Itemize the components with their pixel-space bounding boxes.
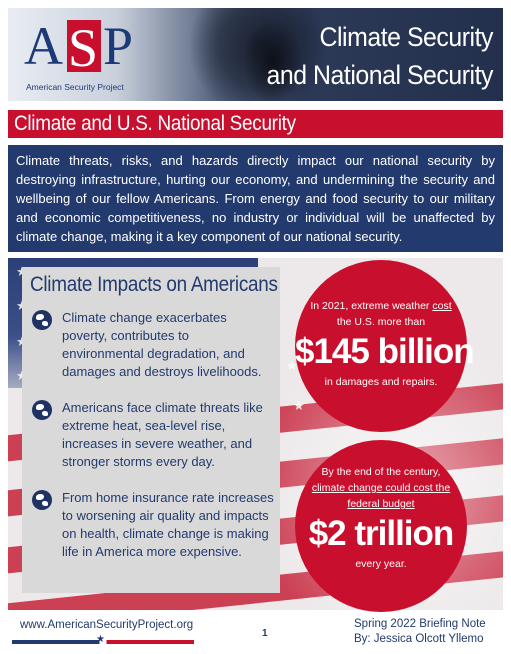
stat-circle-extreme-weather: In 2021, extreme weather cost the U.S. m… (295, 260, 475, 432)
impacts-heading: Climate Impacts on Americans (30, 273, 278, 296)
page-number: 1 (262, 628, 268, 639)
stat1-cost-link[interactable]: cost (432, 300, 452, 312)
briefing-note-author: By: Jessica Olcott Yllemo (354, 633, 484, 645)
stat2-line3: federal budget (295, 496, 467, 512)
stat1-line1-text: In 2021, extreme weather (310, 300, 433, 312)
stat2-after: every year. (355, 558, 407, 570)
footer-url-link[interactable]: www.AmericanSecurityProject.org (20, 619, 194, 631)
section-title: Climate and U.S. National Security (14, 112, 296, 135)
document-title: Climate Security and National Security (263, 18, 494, 94)
star-icon: ★ (96, 634, 105, 645)
globe-icon (32, 310, 52, 330)
stat1-value: $145 billion (295, 332, 475, 371)
stat2-budget-link[interactable]: federal budget (347, 498, 415, 510)
section-title-bar: Climate and U.S. National Security (8, 110, 503, 138)
globe-icon (32, 400, 52, 420)
globe-icon (32, 490, 52, 510)
header-banner: ASP American Security Project Climate Se… (8, 8, 503, 101)
impacts-panel: Climate Impacts on Americans Climate cha… (22, 267, 280, 593)
stat2-line2: climate change could cost the (295, 480, 467, 496)
title-line-1: Climate Security (319, 22, 494, 52)
title-line-2: and National Security (266, 60, 494, 90)
stat1-after: in damages and repairs. (324, 376, 438, 388)
stat-circle-federal-budget: By the end of the century, climate chang… (295, 440, 467, 612)
stat2-value: $2 trillion (308, 514, 455, 553)
briefing-note: Spring 2022 Briefing Note By: Jessica Ol… (354, 617, 499, 647)
impact-text: From home insurance rate increases to wo… (62, 490, 274, 559)
briefing-note-date: Spring 2022 Briefing Note (354, 618, 486, 630)
stat1-line2: the U.S. more than (336, 316, 426, 328)
stat2-line1: By the end of the century, (321, 466, 441, 478)
asp-logo: ASP American Security Project (20, 16, 150, 96)
star-icon: ★ (16, 298, 28, 314)
intro-paragraph: Climate threats, risks, and hazards dire… (8, 145, 503, 252)
star-icon: ★ (293, 398, 305, 413)
star-icon: ★ (16, 264, 28, 280)
logo-letters: ASP (24, 16, 136, 78)
star-icon: ★ (286, 358, 298, 373)
logo-org-name: American Security Project (26, 82, 124, 92)
soldier-silhouette-detail (243, 18, 303, 101)
stat1-line1: In 2021, extreme weather cost (295, 298, 467, 314)
impact-text: Americans face climate threats like extr… (62, 400, 263, 469)
footer-flag-bar (12, 640, 194, 644)
stat2-climate-link[interactable]: climate change could cost the (311, 482, 451, 494)
star-icon: ★ (16, 334, 28, 350)
impact-text: Climate change exacerbates poverty, cont… (62, 310, 262, 379)
star-icon: ★ (16, 368, 28, 384)
